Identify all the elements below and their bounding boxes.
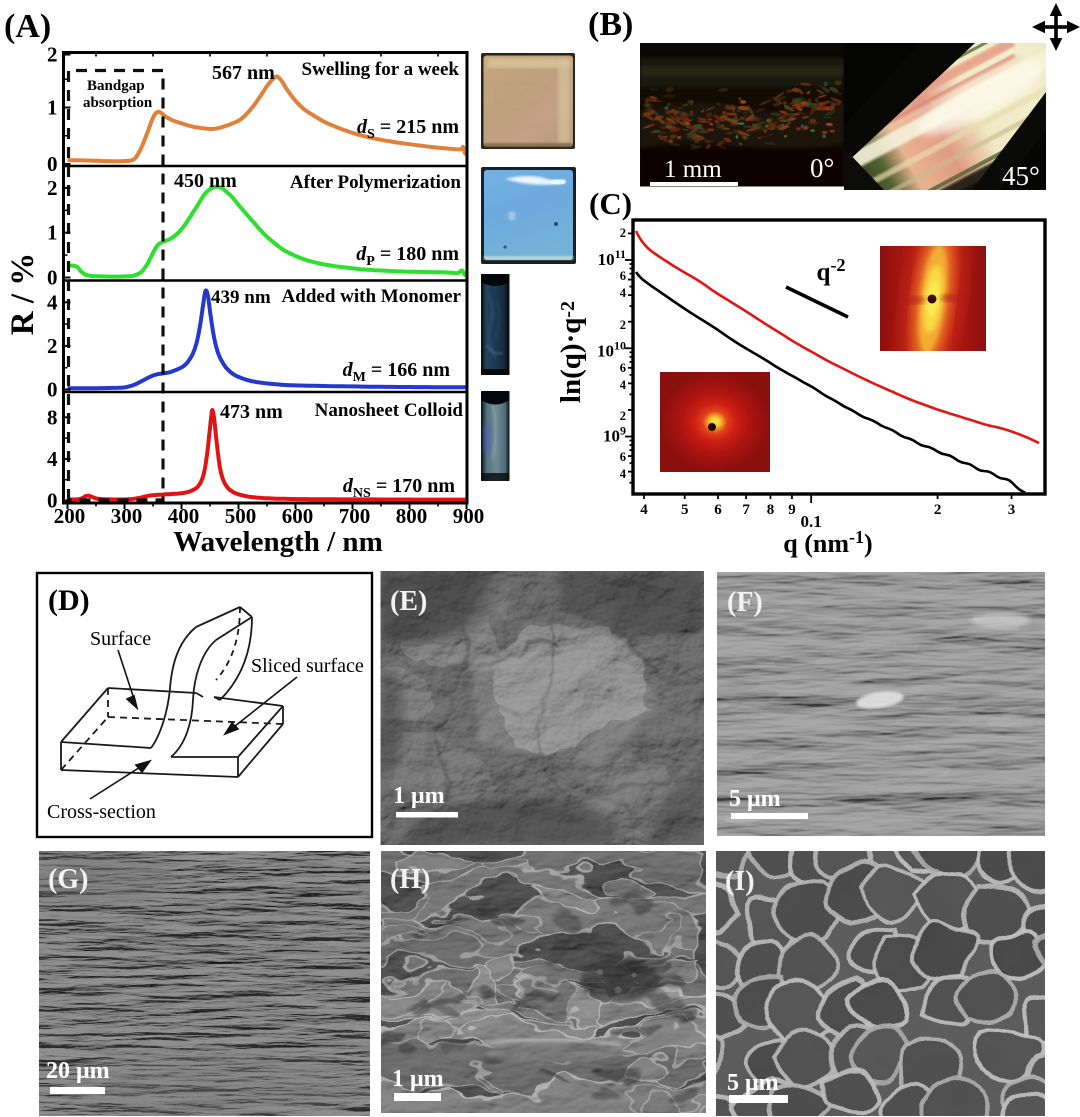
svg-text:0: 0 — [47, 378, 58, 402]
svg-text:500: 500 — [225, 504, 257, 528]
svg-text:Swelling for a week: Swelling for a week — [302, 59, 460, 80]
svg-text:(A): (A) — [4, 8, 51, 45]
svg-text:473 nm: 473 nm — [220, 401, 283, 423]
svg-text:439 nm: 439 nm — [211, 287, 271, 308]
svg-text:20 μm: 20 μm — [46, 1058, 110, 1084]
svg-text:0: 0 — [47, 266, 58, 290]
svg-text:dP = 180 nm: dP = 180 nm — [356, 243, 459, 269]
svg-text:Cross-section: Cross-section — [47, 801, 156, 823]
svg-text:1 μm: 1 μm — [393, 783, 445, 809]
svg-text:4: 4 — [47, 447, 58, 471]
svg-text:2: 2 — [620, 226, 626, 240]
svg-text:2: 2 — [47, 334, 58, 358]
svg-text:1: 1 — [47, 96, 58, 120]
svg-text:Sliced surface: Sliced surface — [251, 655, 364, 677]
svg-text:5 μm: 5 μm — [727, 1070, 779, 1096]
svg-text:8: 8 — [47, 405, 58, 429]
svg-text:After Polymerization: After Polymerization — [290, 172, 462, 193]
svg-text:(D): (D) — [48, 584, 90, 617]
svg-text:4: 4 — [620, 286, 627, 300]
svg-text:(G): (G) — [48, 864, 88, 895]
svg-text:6: 6 — [714, 502, 722, 518]
svg-text:(I): (I) — [725, 866, 755, 897]
svg-text:1 mm: 1 mm — [664, 156, 722, 183]
svg-text:800: 800 — [396, 504, 428, 528]
svg-text:ln(q)·q-2: ln(q)·q-2 — [555, 301, 587, 403]
svg-text:450 nm: 450 nm — [174, 170, 237, 192]
svg-text:1: 1 — [47, 221, 58, 245]
svg-text:Added with Monomer: Added with Monomer — [282, 286, 462, 307]
svg-text:300: 300 — [111, 504, 143, 528]
svg-text:Nanosheet Colloid: Nanosheet Colloid — [315, 400, 464, 421]
svg-text:1 μm: 1 μm — [392, 1066, 444, 1092]
svg-text:45°: 45° — [1002, 161, 1040, 191]
svg-text:900: 900 — [453, 504, 485, 528]
svg-text:(F): (F) — [727, 587, 763, 618]
svg-text:200: 200 — [54, 504, 86, 528]
svg-text:6: 6 — [620, 361, 626, 375]
svg-text:2: 2 — [47, 176, 58, 200]
svg-text:600: 600 — [282, 504, 314, 528]
svg-text:5: 5 — [681, 502, 689, 518]
svg-text:567 nm: 567 nm — [212, 62, 275, 84]
svg-text:Bandgap: Bandgap — [87, 78, 145, 94]
svg-text:4: 4 — [640, 502, 648, 518]
svg-text:dS = 215 nm: dS = 215 nm — [357, 116, 459, 142]
svg-text:2: 2 — [620, 409, 626, 423]
svg-text:2: 2 — [47, 43, 58, 67]
svg-text:Wavelength / nm: Wavelength / nm — [173, 526, 382, 558]
svg-text:700: 700 — [339, 504, 371, 528]
svg-text:9: 9 — [788, 502, 796, 518]
svg-text:R / %: R / % — [5, 253, 41, 336]
svg-text:2: 2 — [620, 318, 626, 332]
svg-text:4: 4 — [620, 378, 627, 392]
svg-text:(E): (E) — [390, 586, 427, 617]
svg-text:2: 2 — [934, 502, 942, 518]
svg-text:3: 3 — [1008, 502, 1016, 518]
svg-text:(B): (B) — [588, 6, 633, 43]
svg-text:dNS = 170 nm: dNS = 170 nm — [343, 475, 455, 501]
svg-text:7: 7 — [742, 502, 750, 518]
svg-text:dM = 166 nm: dM = 166 nm — [343, 359, 451, 385]
svg-text:0°: 0° — [810, 153, 834, 183]
svg-text:(H): (H) — [390, 864, 430, 895]
svg-text:8: 8 — [767, 502, 775, 518]
svg-text:0.1: 0.1 — [801, 512, 822, 531]
svg-text:Surface: Surface — [90, 628, 151, 650]
svg-text:absorption: absorption — [83, 95, 153, 111]
svg-text:(C): (C) — [589, 186, 632, 221]
svg-text:6: 6 — [620, 450, 626, 464]
svg-text:4: 4 — [47, 290, 58, 314]
svg-text:4: 4 — [620, 467, 627, 481]
svg-text:5 μm: 5 μm — [729, 786, 781, 812]
svg-text:0: 0 — [47, 152, 58, 176]
svg-text:400: 400 — [168, 504, 200, 528]
svg-text:0: 0 — [47, 489, 58, 513]
svg-text:6: 6 — [620, 269, 626, 283]
